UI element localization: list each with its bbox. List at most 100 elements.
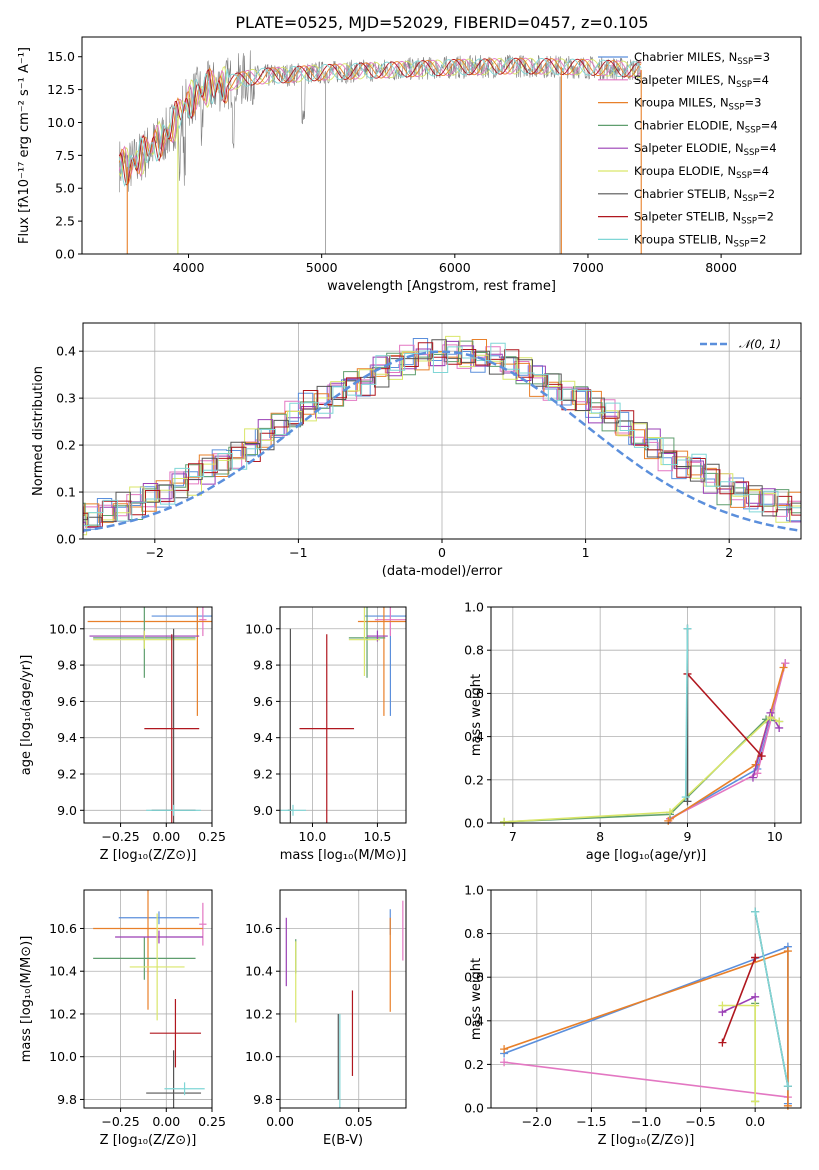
legend-model-name: Kroupa STELIB, N	[634, 232, 734, 246]
legend-nssp-value: =3	[744, 96, 761, 110]
x-tick-label: 4000	[173, 260, 205, 275]
weight-marker	[500, 817, 509, 826]
y-tick-label: 9.0	[253, 803, 273, 818]
x-tick-label: 10.0	[299, 829, 327, 844]
axes-frame	[490, 606, 802, 824]
weight-marker	[664, 816, 673, 825]
mass-vs-extinction-plot: 0.00 0.05 9.8 10.0 10.2 10.4 10.6 E(B-V)	[245, 889, 407, 1148]
weight-series-line	[721, 957, 756, 1043]
weight-marker	[751, 1001, 760, 1010]
y-tick-label: 12.5	[47, 82, 75, 97]
y-tick-label: 10.2	[49, 1006, 77, 1021]
legend-entry: Kroupa MILES, NSSP=3	[634, 96, 761, 113]
y-tick-label: 9.6	[57, 694, 77, 709]
residuals-histogram: 𝒩(0, 1) −2 −1 0 1 2 0.0 0.1 0.2 0.3 0.4 (data-model…	[31, 322, 802, 579]
y-tick-label: 10.6	[245, 921, 273, 936]
weight-marker	[500, 1058, 509, 1067]
weight-series-line	[504, 716, 780, 823]
legend-model-name: Salpeter ELODIE, N	[634, 141, 744, 155]
observed-spectrum-line	[119, 50, 642, 193]
y-axis-label: Normed distribution	[31, 366, 46, 496]
x-tick-label: 8	[596, 829, 604, 844]
x-tick-label: 9	[684, 829, 692, 844]
y-axis-label: mass weight	[469, 958, 484, 1040]
weight-marker	[748, 773, 757, 782]
y-tick-label: 10.4	[245, 964, 273, 979]
legend-entry: Chabrier STELIB, NSSP=2	[634, 187, 775, 204]
y-tick-label: 10.2	[245, 1006, 273, 1021]
weight-series-line	[504, 1061, 788, 1098]
y-tick-label: 1.0	[464, 883, 484, 898]
legend-subscript: SSP	[742, 194, 758, 204]
legend-model-name: Chabrier MILES, N	[634, 50, 737, 64]
weight-marker	[666, 808, 675, 817]
legend-entry: Kroupa ELODIE, NSSP=4	[634, 164, 769, 181]
y-tick-label: 0.0	[56, 532, 76, 547]
histogram-step-line	[83, 339, 801, 523]
y-tick-label: 0.8	[464, 926, 484, 941]
x-tick-label: −0.25	[101, 829, 139, 844]
y-tick-label: 0.4	[464, 729, 484, 744]
x-axis-label: Z [log₁₀(Z/Z⊙)]	[598, 1133, 695, 1148]
model-spectrum-line	[118, 57, 642, 186]
x-tick-label: −2.0	[522, 1114, 552, 1129]
y-tick-label: 0.2	[464, 1057, 484, 1072]
y-tick-label: 10.0	[47, 115, 75, 130]
x-tick-label: 10.5	[364, 829, 392, 844]
legend-nssp-value: =4	[760, 141, 777, 155]
legend-subscript: SSP	[736, 80, 752, 90]
legend-nssp-value: =2	[758, 187, 775, 201]
legend-model-name: Kroupa ELODIE, N	[634, 164, 736, 178]
legend-nssp-value: =4	[752, 164, 769, 178]
weight-marker	[775, 717, 784, 726]
weight-marker	[751, 953, 760, 962]
x-axis-label: Z [log₁₀(Z/Z⊙)]	[100, 848, 197, 863]
y-tick-label: 5.0	[55, 181, 75, 196]
y-tick-label: 9.2	[57, 766, 77, 781]
x-tick-label: 10	[767, 829, 783, 844]
weight-marker	[757, 752, 766, 761]
y-tick-label: 9.4	[253, 730, 273, 745]
weight-marker	[718, 1001, 727, 1010]
weight-marker	[681, 793, 690, 802]
mass-vs-metallicity-plot: −0.25 0.00 0.25 9.8 10.0 10.2 10.4 10.6 Z [log₁₀…	[19, 889, 226, 1148]
y-tick-label: 0.8	[464, 643, 484, 658]
y-tick-label: 0.4	[56, 344, 76, 359]
y-tick-label: 0.6	[464, 970, 484, 985]
y-axis-label: age [log₁₀(age/yr)]	[19, 655, 34, 776]
weight-series-line	[504, 718, 780, 823]
weight-series-line	[684, 628, 689, 798]
y-tick-label: 9.4	[57, 730, 77, 745]
x-tick-label: −1.0	[631, 1114, 661, 1129]
x-tick-label: −2	[146, 545, 164, 560]
weight-marker	[779, 663, 788, 672]
y-tick-label: 0.0	[55, 247, 75, 262]
legend-subscript: SSP	[744, 148, 760, 158]
x-tick-label: 0.25	[198, 1114, 226, 1129]
y-tick-label: 0.2	[464, 772, 484, 787]
y-tick-label: 0.4	[464, 1013, 484, 1028]
y-tick-label: 0.0	[464, 816, 484, 831]
legend-model-name: Chabrier ELODIE, N	[634, 118, 745, 132]
legend-nssp-value: =2	[749, 232, 766, 246]
weight-marker	[683, 797, 692, 806]
age-vs-metallicity-plot: −0.25 0.00 0.25 9.0 9.2 9.4 9.6 9.8 10.0 Z [log₁₀…	[19, 606, 226, 863]
weight-vs-metallicity-plot: −2.0 −1.5 −1.0 −0.5 0.0 0.0 0.2 0.4 0.6 0.8 1.0 Z […	[464, 883, 802, 1148]
weight-series-line	[722, 996, 756, 1013]
weight-marker	[783, 1082, 792, 1091]
weight-marker	[718, 1038, 727, 1047]
weight-marker	[766, 713, 775, 722]
x-tick-label: −1	[289, 545, 307, 560]
legend-entry: Chabrier MILES, NSSP=3	[634, 50, 770, 67]
x-tick-label: 2	[725, 545, 733, 560]
x-tick-label: 7000	[572, 260, 604, 275]
legend-subscript: SSP	[737, 57, 753, 67]
x-tick-label: 0.00	[152, 829, 180, 844]
y-tick-label: 9.8	[253, 658, 273, 673]
legend-entry: Kroupa STELIB, NSSP=2	[634, 232, 766, 249]
axes-frame	[81, 36, 802, 255]
x-tick-label: 0.05	[345, 1114, 373, 1129]
histogram-step-line	[83, 342, 801, 528]
y-axis-label: mass [log₁₀(M/M⊙)]	[19, 936, 34, 1063]
